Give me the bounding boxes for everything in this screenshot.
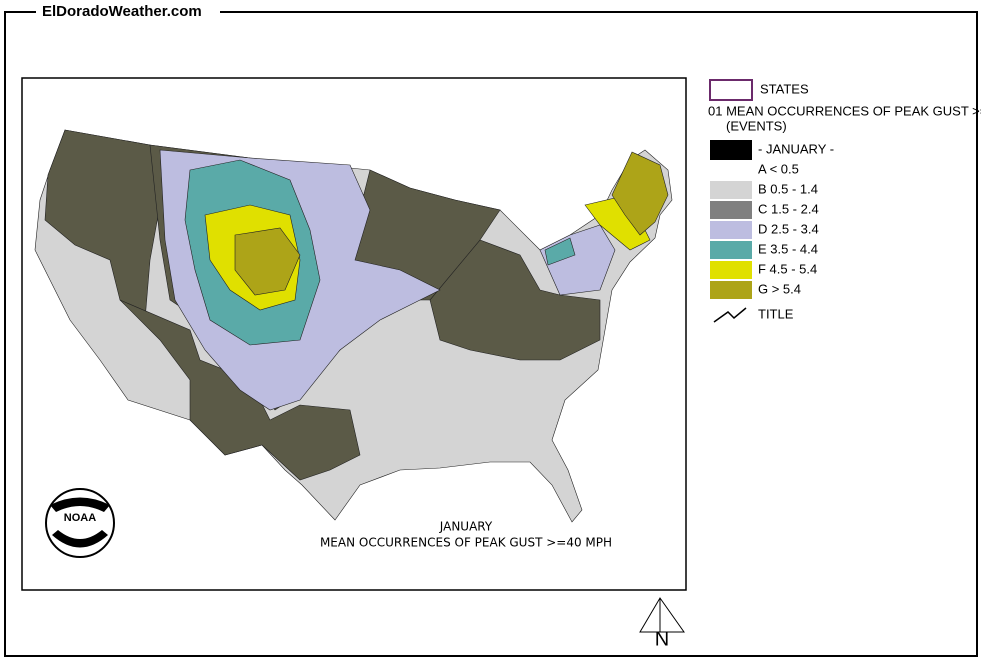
region-g: [611, 151, 669, 236]
site-title: ElDoradoWeather.com: [42, 3, 202, 20]
legend-states: STATES: [760, 81, 809, 96]
region-d: [539, 224, 616, 296]
region-dark: [429, 239, 601, 361]
legend-title-item: TITLE: [758, 306, 794, 321]
legend-label: F 4.5 - 5.4: [758, 261, 817, 276]
legend-swatch: [710, 221, 752, 239]
legend-label: D 2.5 - 3.4: [758, 221, 819, 236]
region-g: [234, 227, 301, 296]
legend: A < 0.5 B 0.5 - 1.4 C 1.5 - 2.4 D 2.5 - 3.4…: [710, 161, 819, 299]
legend-heading: 01 MEAN OCCURRENCES OF PEAK GUST >=: [708, 103, 981, 118]
legend-swatch: [710, 181, 752, 199]
region-e: [544, 237, 576, 266]
compass-label: N: [655, 628, 669, 650]
title-symbol: [713, 307, 747, 323]
noaa-logo: NOAA: [45, 488, 115, 558]
legend-swatch: [710, 281, 752, 299]
legend-label: C 1.5 - 2.4: [758, 201, 819, 216]
logo-text: NOAA: [64, 512, 96, 524]
legend-swatch: [710, 261, 752, 279]
legend-swatch: [710, 201, 752, 219]
map: [34, 129, 673, 523]
legend-heading: (EVENTS): [726, 118, 787, 133]
map-title-line: MEAN OCCURRENCES OF PEAK GUST >=40 MPH: [320, 536, 612, 550]
legend-label: G > 5.4: [758, 281, 801, 296]
outer-frame: [4, 11, 978, 657]
legend-label: A < 0.5: [758, 161, 799, 176]
states-swatch: [709, 79, 753, 101]
legend-label: B 0.5 - 1.4: [758, 181, 818, 196]
legend-label: E 3.5 - 4.4: [758, 241, 818, 256]
legend-swatch: [710, 241, 752, 259]
legend-month: - JANUARY -: [758, 141, 834, 156]
month-swatch: [710, 140, 752, 160]
map-title-line: JANUARY: [439, 520, 493, 534]
title-backdrop: [36, 2, 220, 22]
compass: N: [639, 597, 685, 650]
